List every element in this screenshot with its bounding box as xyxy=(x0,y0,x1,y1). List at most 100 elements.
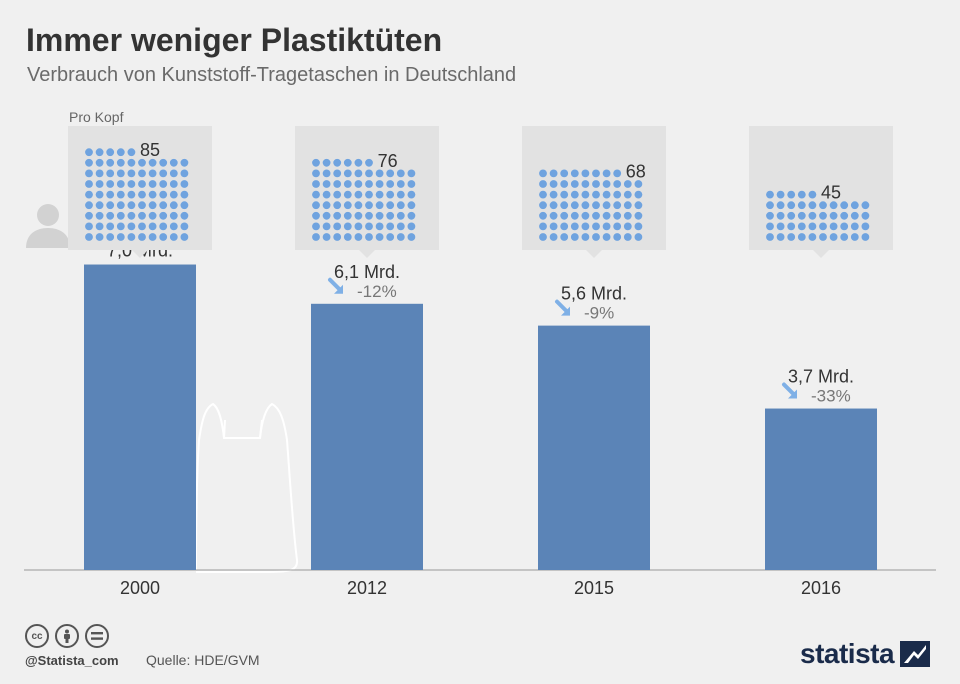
per-capita-dot xyxy=(169,211,178,220)
per-capita-dot xyxy=(797,190,806,199)
per-capita-dot xyxy=(386,211,395,220)
per-capita-dot xyxy=(138,190,146,199)
per-capita-dot xyxy=(95,190,104,199)
per-capita-dot xyxy=(549,180,558,188)
per-capita-dot xyxy=(343,222,352,231)
per-capita-dot xyxy=(116,158,125,167)
per-capita-dot xyxy=(766,233,774,241)
per-capita-dot xyxy=(333,158,342,167)
per-capita-dot xyxy=(623,233,632,241)
per-capita-dot xyxy=(127,211,136,220)
per-capita-dot xyxy=(138,233,146,241)
per-capita-dot xyxy=(106,211,115,220)
per-capita-value: 68 xyxy=(626,161,646,181)
x-tick-label: 2012 xyxy=(347,578,387,598)
per-capita-dot xyxy=(613,180,622,188)
per-capita-dot xyxy=(592,222,600,231)
per-capita-dot xyxy=(766,211,774,220)
per-capita-dot xyxy=(602,169,611,178)
per-capita-dot xyxy=(148,169,157,178)
per-capita-dot xyxy=(127,233,136,241)
per-capita-dots xyxy=(85,148,189,241)
per-capita-dot xyxy=(613,233,622,241)
license-icons: cc xyxy=(25,624,109,648)
per-capita-dot xyxy=(386,190,395,199)
per-capita-dot xyxy=(861,211,870,220)
per-capita-dot xyxy=(365,233,373,241)
per-capita-dot xyxy=(787,211,796,220)
statista-handle[interactable]: @Statista_com xyxy=(25,653,119,668)
per-capita-dot xyxy=(85,158,93,167)
per-capita-dot xyxy=(333,211,342,220)
cc-icon: cc xyxy=(25,624,49,648)
per-capita-dot xyxy=(138,169,146,178)
per-capita-dot xyxy=(138,211,146,220)
per-capita-dot xyxy=(623,222,632,231)
per-capita-dot xyxy=(375,180,384,188)
bar xyxy=(84,264,196,570)
per-capita-dot xyxy=(312,233,320,241)
per-capita-dot xyxy=(766,190,774,199)
per-capita-dot xyxy=(850,222,859,231)
per-capita-dot xyxy=(169,169,178,178)
per-capita-dot xyxy=(312,158,320,167)
per-capita-dot xyxy=(85,222,93,231)
down-arrow-head xyxy=(788,389,797,399)
per-capita-dot xyxy=(407,190,416,199)
per-capita-dot xyxy=(613,211,622,220)
per-capita-dot xyxy=(85,148,93,157)
per-capita-dot xyxy=(602,233,611,241)
per-capita-dot xyxy=(787,233,796,241)
per-capita-dot xyxy=(396,169,405,178)
per-capita-dot xyxy=(180,222,189,231)
bar xyxy=(311,303,423,570)
per-capita-dot xyxy=(808,222,817,231)
logo-mark-icon xyxy=(900,641,931,667)
panel-pointer xyxy=(359,250,375,258)
by-icon xyxy=(55,624,79,648)
per-capita-dot xyxy=(539,169,547,178)
per-capita-dot xyxy=(138,222,146,231)
per-capita-dot xyxy=(766,222,774,231)
per-capita-dot xyxy=(613,190,622,199)
per-capita-dot xyxy=(602,201,611,210)
per-capita-dot xyxy=(354,180,363,188)
per-capita-dot xyxy=(375,222,384,231)
per-capita-dot xyxy=(138,180,146,188)
per-capita-dot xyxy=(787,222,796,231)
person-head xyxy=(37,204,59,226)
per-capita-dot xyxy=(602,190,611,199)
plastic-bag-handle-icon xyxy=(223,419,263,439)
per-capita-label: Pro Kopf xyxy=(69,109,124,125)
per-capita-dot xyxy=(829,233,838,241)
per-capita-dot xyxy=(343,201,352,210)
per-capita-dot xyxy=(386,233,395,241)
per-capita-dot xyxy=(808,190,817,199)
per-capita-dot xyxy=(560,190,569,199)
per-capita-dot xyxy=(169,233,178,241)
per-capita-dot xyxy=(169,201,178,210)
per-capita-dot xyxy=(592,201,600,210)
per-capita-dot xyxy=(106,190,115,199)
per-capita-dots xyxy=(766,190,870,241)
per-capita-dot xyxy=(312,190,320,199)
statista-logo[interactable]: statista xyxy=(800,638,931,670)
per-capita-dot xyxy=(95,148,104,157)
source-note: Quelle: HDE/GVM xyxy=(146,652,260,668)
per-capita-dot xyxy=(634,233,643,241)
per-capita-dot xyxy=(776,222,785,231)
per-capita-dot xyxy=(365,211,373,220)
per-capita-dot xyxy=(354,169,363,178)
per-capita-dot xyxy=(602,180,611,188)
per-capita-dot xyxy=(85,233,93,241)
per-capita-dot xyxy=(159,233,168,241)
per-capita-dot xyxy=(570,201,579,210)
per-capita-dot xyxy=(539,180,547,188)
per-capita-value: 85 xyxy=(140,140,160,160)
per-capita-dot xyxy=(180,190,189,199)
per-capita-dot xyxy=(623,180,632,188)
per-capita-dot xyxy=(560,222,569,231)
per-capita-dot xyxy=(322,211,331,220)
chart-subtitle: Verbrauch von Kunststoff-Tragetaschen in… xyxy=(27,64,517,86)
